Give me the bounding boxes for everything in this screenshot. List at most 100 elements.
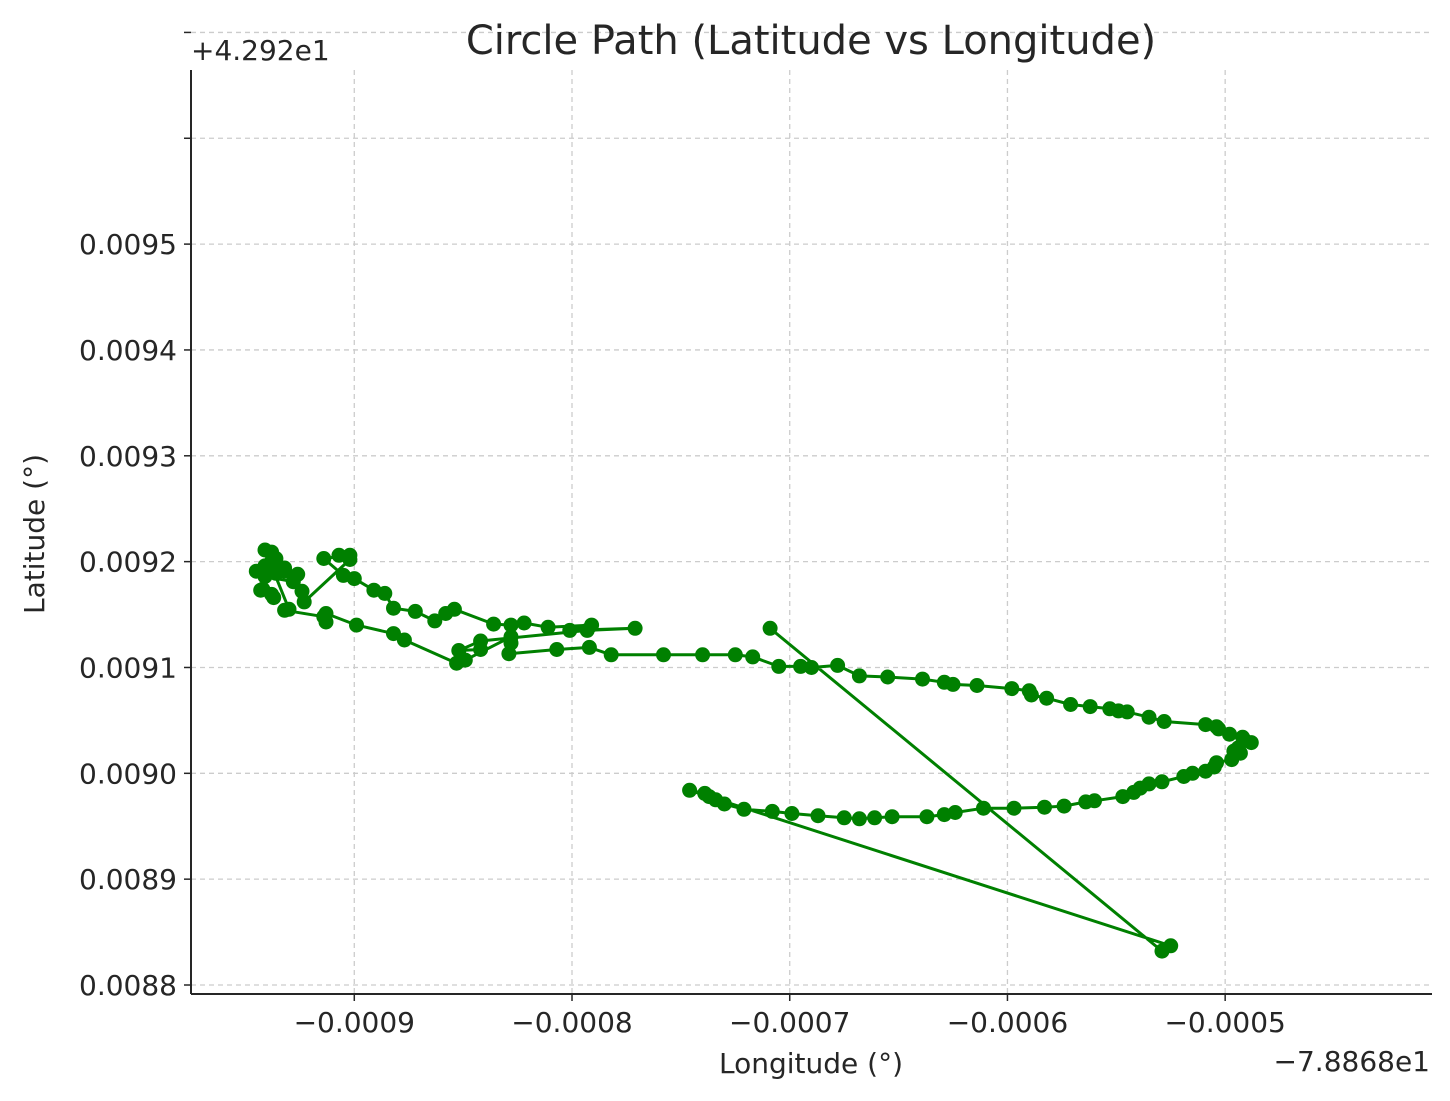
data-point — [318, 606, 334, 621]
data-point — [919, 809, 935, 825]
data-point — [1037, 799, 1052, 815]
data-point — [945, 676, 961, 692]
data-point — [627, 620, 643, 636]
data-point — [745, 649, 761, 665]
data-point — [342, 552, 358, 567]
data-point — [457, 652, 473, 668]
data-point — [1119, 704, 1135, 720]
data-point — [793, 658, 809, 674]
data-point — [1154, 774, 1170, 790]
series-layer — [248, 542, 1259, 959]
x-ticks: −0.0009 −0.0008 −0.0007 −0.0006 −0.0005 — [294, 994, 1286, 1039]
data-point — [603, 647, 619, 663]
data-point — [1056, 798, 1072, 814]
axes — [190, 70, 1432, 995]
data-point — [1006, 800, 1022, 816]
data-point — [584, 617, 600, 633]
data-point — [549, 642, 565, 657]
y-axis-label: Latitude (°) — [18, 454, 51, 614]
data-point — [810, 808, 826, 824]
data-point — [366, 582, 382, 598]
data-point — [727, 647, 743, 663]
data-point — [656, 647, 671, 663]
data-point — [438, 606, 454, 621]
y-tick-label: 0.0094 — [79, 334, 177, 367]
data-point — [771, 658, 787, 674]
chart-title: Circle Path (Latitude vs Longitude) — [466, 18, 1156, 64]
data-point — [1224, 752, 1240, 768]
data-point — [1156, 714, 1172, 729]
data-point — [1198, 763, 1214, 779]
data-point — [695, 647, 711, 663]
data-point — [349, 617, 364, 633]
data-point — [884, 809, 900, 825]
data-point — [936, 807, 952, 823]
data-point — [784, 806, 800, 821]
y-tick-label: 0.0088 — [79, 969, 177, 1002]
x-tick-label: −0.0008 — [511, 1006, 632, 1039]
data-point — [335, 567, 351, 583]
x-tick-label: −0.0007 — [729, 1006, 850, 1039]
x-tick-label: −0.0009 — [294, 1006, 415, 1039]
data-point — [503, 617, 519, 633]
data-point — [1154, 943, 1170, 959]
y-tick-label: 0.0091 — [79, 651, 177, 684]
data-point — [257, 542, 273, 558]
data-point — [1222, 726, 1237, 742]
data-point — [290, 566, 306, 582]
data-point — [562, 622, 578, 638]
data-point — [540, 619, 556, 635]
x-tick-label: −0.0006 — [947, 1006, 1068, 1039]
data-point — [880, 669, 896, 685]
data-point — [255, 581, 271, 597]
data-point — [1141, 709, 1157, 725]
gridlines — [191, 31, 1432, 994]
data-point — [396, 632, 412, 648]
data-point — [736, 801, 752, 817]
series-line — [254, 548, 1253, 953]
y-ticks: 0.0088 0.0089 0.0090 0.0091 0.0092 0.0093 0.00… — [79, 31, 191, 1002]
data-point — [386, 600, 401, 616]
data-point — [830, 657, 846, 673]
data-point — [804, 660, 819, 675]
data-point — [1082, 699, 1098, 715]
data-point — [851, 668, 867, 684]
data-point — [294, 583, 310, 599]
data-point — [486, 616, 502, 632]
data-point — [1243, 735, 1259, 751]
data-point — [427, 613, 443, 629]
y-tick-label: 0.0092 — [79, 546, 177, 579]
data-point — [1039, 690, 1055, 706]
data-point — [836, 810, 852, 826]
y-offset-label: +4.292e1 — [191, 34, 330, 67]
data-point — [1004, 681, 1020, 697]
data-point — [581, 639, 597, 655]
data-point — [407, 603, 423, 619]
x-offset-label: −7.8868e1 — [1274, 1045, 1430, 1078]
data-point — [697, 785, 713, 801]
data-point — [682, 782, 698, 798]
x-axis-label: Longitude (°) — [719, 1047, 903, 1080]
y-tick-label: 0.0095 — [79, 228, 177, 261]
data-point — [1063, 697, 1079, 712]
data-point — [268, 565, 284, 581]
x-tick-label: −0.0005 — [1164, 1006, 1285, 1039]
data-point — [762, 620, 778, 636]
data-point — [386, 626, 401, 642]
y-tick-label: 0.0089 — [79, 863, 177, 896]
data-point — [1176, 769, 1192, 784]
data-point — [1078, 794, 1094, 810]
data-point — [277, 602, 293, 618]
data-point — [764, 803, 780, 819]
data-point — [316, 551, 332, 566]
data-point — [969, 678, 985, 693]
data-point — [1115, 789, 1131, 805]
data-point — [473, 633, 489, 649]
data-point — [501, 646, 517, 662]
data-point — [1023, 687, 1039, 703]
data-point — [867, 810, 883, 826]
data-point — [915, 671, 930, 687]
y-tick-label: 0.0090 — [79, 757, 177, 790]
data-point — [851, 811, 867, 827]
